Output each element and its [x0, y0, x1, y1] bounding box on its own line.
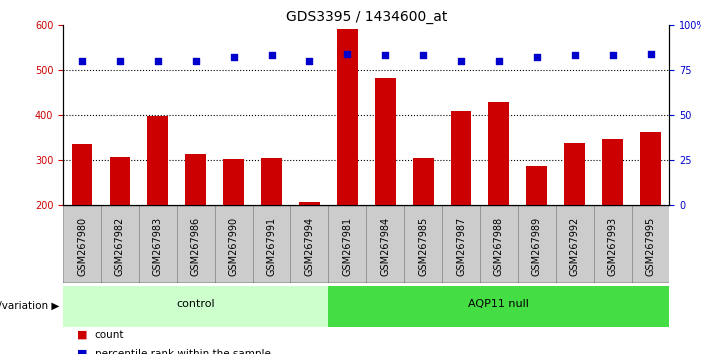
Point	[456, 58, 467, 64]
Point	[304, 58, 315, 64]
Point	[190, 58, 201, 64]
Text: GSM267990: GSM267990	[229, 217, 238, 276]
Bar	[337, 29, 358, 205]
Bar	[290, 205, 328, 283]
Bar	[489, 102, 510, 205]
Point	[418, 53, 429, 58]
Text: GSM267987: GSM267987	[456, 217, 466, 276]
Bar	[375, 78, 395, 205]
Point	[569, 53, 580, 58]
Bar	[451, 110, 472, 205]
Bar	[413, 158, 433, 205]
Title: GDS3395 / 1434600_at: GDS3395 / 1434600_at	[285, 10, 447, 24]
Text: GSM267981: GSM267981	[342, 217, 353, 276]
Text: count: count	[95, 330, 124, 339]
Bar	[72, 144, 93, 205]
Bar	[518, 205, 556, 283]
Bar	[147, 116, 168, 205]
Bar	[139, 205, 177, 283]
Bar	[632, 205, 669, 283]
Bar	[215, 205, 252, 283]
Text: GSM267983: GSM267983	[153, 217, 163, 276]
Point	[152, 58, 163, 64]
Bar	[480, 205, 518, 283]
Point	[228, 55, 239, 60]
Bar	[101, 205, 139, 283]
Point	[380, 53, 391, 58]
Text: GSM267992: GSM267992	[570, 217, 580, 276]
Text: ■: ■	[77, 330, 88, 339]
Text: GSM267994: GSM267994	[304, 217, 315, 276]
Bar	[252, 205, 290, 283]
Text: genotype/variation ▶: genotype/variation ▶	[0, 301, 60, 311]
Bar	[442, 205, 480, 283]
Bar	[63, 285, 328, 327]
Bar	[404, 205, 442, 283]
Text: GSM267993: GSM267993	[608, 217, 618, 276]
Text: GSM267984: GSM267984	[380, 217, 390, 276]
Bar	[299, 202, 320, 205]
Text: GSM267982: GSM267982	[115, 217, 125, 276]
Bar	[640, 132, 661, 205]
Bar	[261, 158, 282, 205]
Text: percentile rank within the sample: percentile rank within the sample	[95, 349, 271, 354]
Point	[266, 53, 277, 58]
Point	[76, 58, 88, 64]
Bar	[526, 166, 547, 205]
Text: GSM267995: GSM267995	[646, 217, 655, 276]
Text: GSM267985: GSM267985	[418, 217, 428, 276]
Bar	[594, 205, 632, 283]
Text: GSM267988: GSM267988	[494, 217, 504, 276]
Bar	[328, 205, 366, 283]
Text: control: control	[177, 299, 215, 309]
Bar	[602, 139, 623, 205]
Bar	[177, 205, 215, 283]
Text: GSM267980: GSM267980	[77, 217, 87, 276]
Bar	[564, 143, 585, 205]
Point	[114, 58, 125, 64]
Point	[531, 55, 543, 60]
Text: GSM267991: GSM267991	[266, 217, 276, 276]
Bar	[63, 205, 101, 283]
Text: AQP11 null: AQP11 null	[468, 299, 529, 309]
Point	[645, 51, 656, 57]
Text: ■: ■	[77, 349, 88, 354]
Bar	[556, 205, 594, 283]
Text: GSM267989: GSM267989	[532, 217, 542, 276]
Text: GSM267986: GSM267986	[191, 217, 200, 276]
Bar	[223, 159, 244, 205]
Bar	[366, 205, 404, 283]
Bar	[185, 154, 206, 205]
Point	[494, 58, 505, 64]
Bar	[109, 156, 130, 205]
Point	[607, 53, 618, 58]
Bar	[328, 285, 669, 327]
Point	[341, 51, 353, 57]
